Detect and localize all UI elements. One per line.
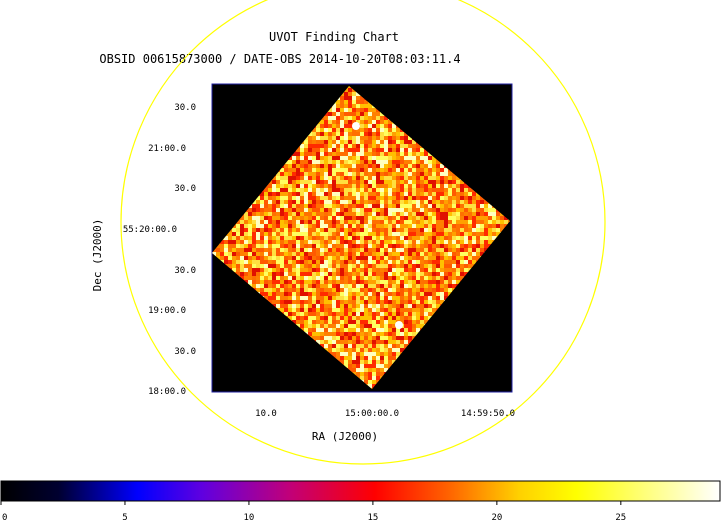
x-tick-label: 10.0 — [255, 409, 277, 419]
colorbar-tick-label: 5 — [122, 513, 127, 521]
bright-source — [395, 321, 403, 329]
x-tick-label: 14:59:50.0 — [461, 409, 515, 419]
y-tick-label: 30.0 — [174, 266, 196, 276]
colorbar-tick-label: 0 — [2, 513, 7, 521]
colorbar-tick-label: 20 — [491, 513, 502, 521]
y-tick-label: 55:20:00.0 — [123, 225, 177, 235]
bright-source — [352, 122, 360, 130]
y-axis-label: Dec (J2000) — [91, 219, 104, 292]
colorbar-tick-label: 15 — [367, 513, 378, 521]
colorbar-tick-label: 25 — [615, 513, 626, 521]
colorbar-ticks: 0 5 10 15 20 25 — [1, 501, 626, 521]
y-tick-label: 30.0 — [174, 347, 196, 357]
colorbar-tick-label: 10 — [244, 513, 255, 521]
chart-subtitle: OBSID 00615873000 / DATE-OBS 2014-10-20T… — [99, 52, 460, 66]
y-tick-label: 18:00.0 — [148, 387, 186, 397]
colorbar — [1, 481, 720, 501]
y-tick-label: 30.0 — [174, 103, 196, 113]
y-tick-label: 30.0 — [174, 184, 196, 194]
chart-title: UVOT Finding Chart — [269, 30, 399, 44]
x-tick-label: 15:00:00.0 — [345, 409, 399, 419]
x-axis-label: RA (J2000) — [312, 430, 378, 443]
y-tick-label: 19:00.0 — [148, 306, 186, 316]
y-tick-label: 21:00.0 — [148, 144, 186, 154]
